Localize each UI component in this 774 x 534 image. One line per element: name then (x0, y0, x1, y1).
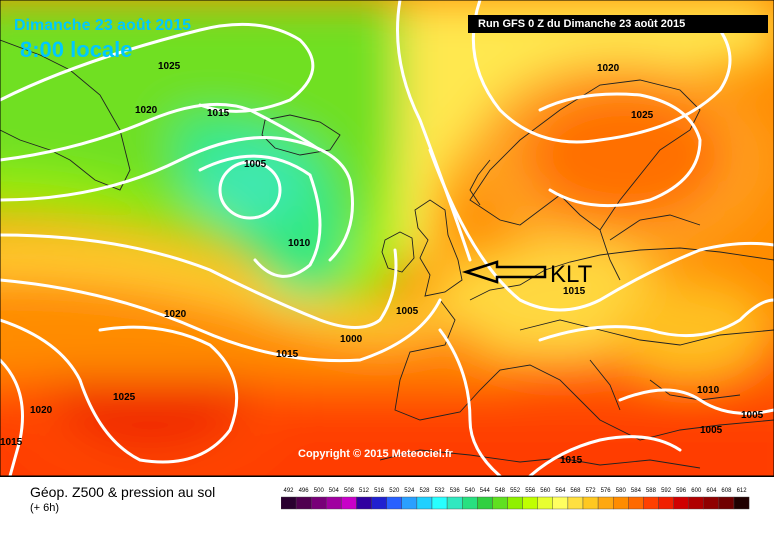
isobar-label: 1020 (164, 309, 187, 320)
copyright: Copyright © 2015 Meteociel.fr (298, 448, 453, 460)
weather-map: 1025 1020 1015 1005 1010 1000 1005 1015 … (0, 0, 774, 476)
isobar-label: 1020 (597, 63, 620, 74)
scale-swatch (446, 496, 463, 510)
scale-swatch (658, 496, 674, 510)
scale-swatch (582, 496, 599, 510)
scale-swatch (477, 496, 493, 510)
scale-swatch (371, 496, 387, 510)
klt-arrow: KLT (461, 260, 593, 288)
color-scale: 492 496 500 504 508 512 516 520 524 528 532 536 540 5… (281, 488, 750, 510)
scale-swatch (567, 496, 584, 510)
isobar-labels: 1025 1020 1015 1005 1010 1000 1005 1015 … (0, 61, 764, 466)
scale-label: 560 (540, 488, 551, 494)
scale-swatch (341, 496, 357, 510)
scale-swatch (703, 496, 720, 510)
scale-label: 508 (344, 488, 355, 494)
scale-label: 504 (329, 488, 340, 494)
isobar-label: 1025 (113, 392, 136, 403)
isobar-label: 1015 (276, 349, 299, 360)
scale-label: 600 (691, 488, 702, 494)
scale-swatch (416, 496, 433, 510)
scale-label: 500 (314, 488, 325, 494)
scale-label: 512 (359, 488, 370, 494)
scale-label: 608 (721, 488, 732, 494)
scale-label: 584 (631, 488, 642, 494)
scale-swatch (688, 496, 705, 510)
isobar-label: 1015 (563, 286, 586, 297)
scale-label: 492 (283, 488, 294, 494)
scale-swatch (522, 496, 538, 510)
scale-label: 496 (299, 488, 310, 494)
isobar-label: 1015 (0, 437, 23, 448)
run-info: Run GFS 0 Z du Dimanche 23 août 2015 (468, 15, 768, 33)
map-time: 8:00 locale (20, 37, 133, 62)
scale-swatch (311, 496, 327, 510)
isobar-label: 1005 (741, 410, 764, 421)
scale-label: 516 (374, 488, 385, 494)
scale-swatch (492, 496, 508, 510)
scale-swatch (326, 496, 342, 510)
legend-title: Géop. Z500 & pression au sol (30, 484, 216, 500)
scale-label: 524 (404, 488, 415, 494)
scale-swatch (507, 496, 523, 510)
scale-label: 568 (570, 488, 581, 494)
scale-label: 564 (555, 488, 566, 494)
map-date: Dimanche 23 août 2015 (14, 17, 191, 34)
scale-swatch (401, 496, 418, 510)
isobars (0, 0, 774, 476)
scale-label: 572 (586, 488, 597, 494)
klt-label: KLT (550, 261, 593, 288)
isobar-label: 1025 (631, 110, 654, 121)
isobar-label: 1015 (560, 455, 583, 466)
scale-swatch (718, 496, 735, 510)
scale-label: 544 (480, 488, 491, 494)
scale-swatch (386, 496, 402, 510)
scale-swatch (356, 496, 372, 510)
scale-label: 576 (601, 488, 612, 494)
scale-swatch (673, 496, 689, 510)
scale-label: 580 (616, 488, 627, 494)
isobar-label: 1005 (396, 306, 419, 317)
scale-label: 556 (525, 488, 536, 494)
scale-swatch (295, 496, 312, 510)
isobar-label: 1020 (30, 405, 53, 416)
isobar-label: 1020 (135, 105, 158, 116)
isobar-label: 1000 (340, 334, 363, 345)
isobar-label: 1005 (700, 425, 723, 436)
scale-label: 612 (737, 488, 748, 494)
isobar-label: 1010 (697, 385, 720, 396)
scale-label: 604 (706, 488, 717, 494)
scale-label: 548 (495, 488, 506, 494)
scale-label: 532 (435, 488, 446, 494)
scale-label: 596 (676, 488, 687, 494)
scale-swatch (613, 496, 629, 510)
scale-swatch (461, 496, 478, 510)
legend-subtitle: (+ 6h) (30, 502, 60, 514)
scale-swatch (431, 496, 448, 510)
isobar-label: 1010 (288, 238, 311, 249)
scale-label: 592 (661, 488, 672, 494)
arrow-left-icon (461, 260, 547, 284)
scale-swatch (597, 496, 614, 510)
scale-swatch (552, 496, 569, 510)
isobar-label: 1025 (158, 61, 181, 72)
scale-label: 520 (389, 488, 400, 494)
scale-swatch (537, 496, 554, 510)
scale-label: 552 (510, 488, 521, 494)
scale-label: 528 (419, 488, 430, 494)
isobar-label: 1005 (244, 159, 267, 170)
scale-label: 536 (450, 488, 461, 494)
scale-label: 540 (465, 488, 476, 494)
coastlines (0, 39, 774, 469)
legend-footer: Géop. Z500 & pression au sol (+ 6h) 492 4… (0, 476, 774, 534)
isobar-label: 1015 (207, 108, 230, 119)
scale-swatch (643, 496, 659, 510)
scale-swatch (281, 496, 297, 510)
scale-label: 588 (646, 488, 657, 494)
scale-swatch (628, 496, 644, 510)
scale-swatch (733, 496, 750, 510)
